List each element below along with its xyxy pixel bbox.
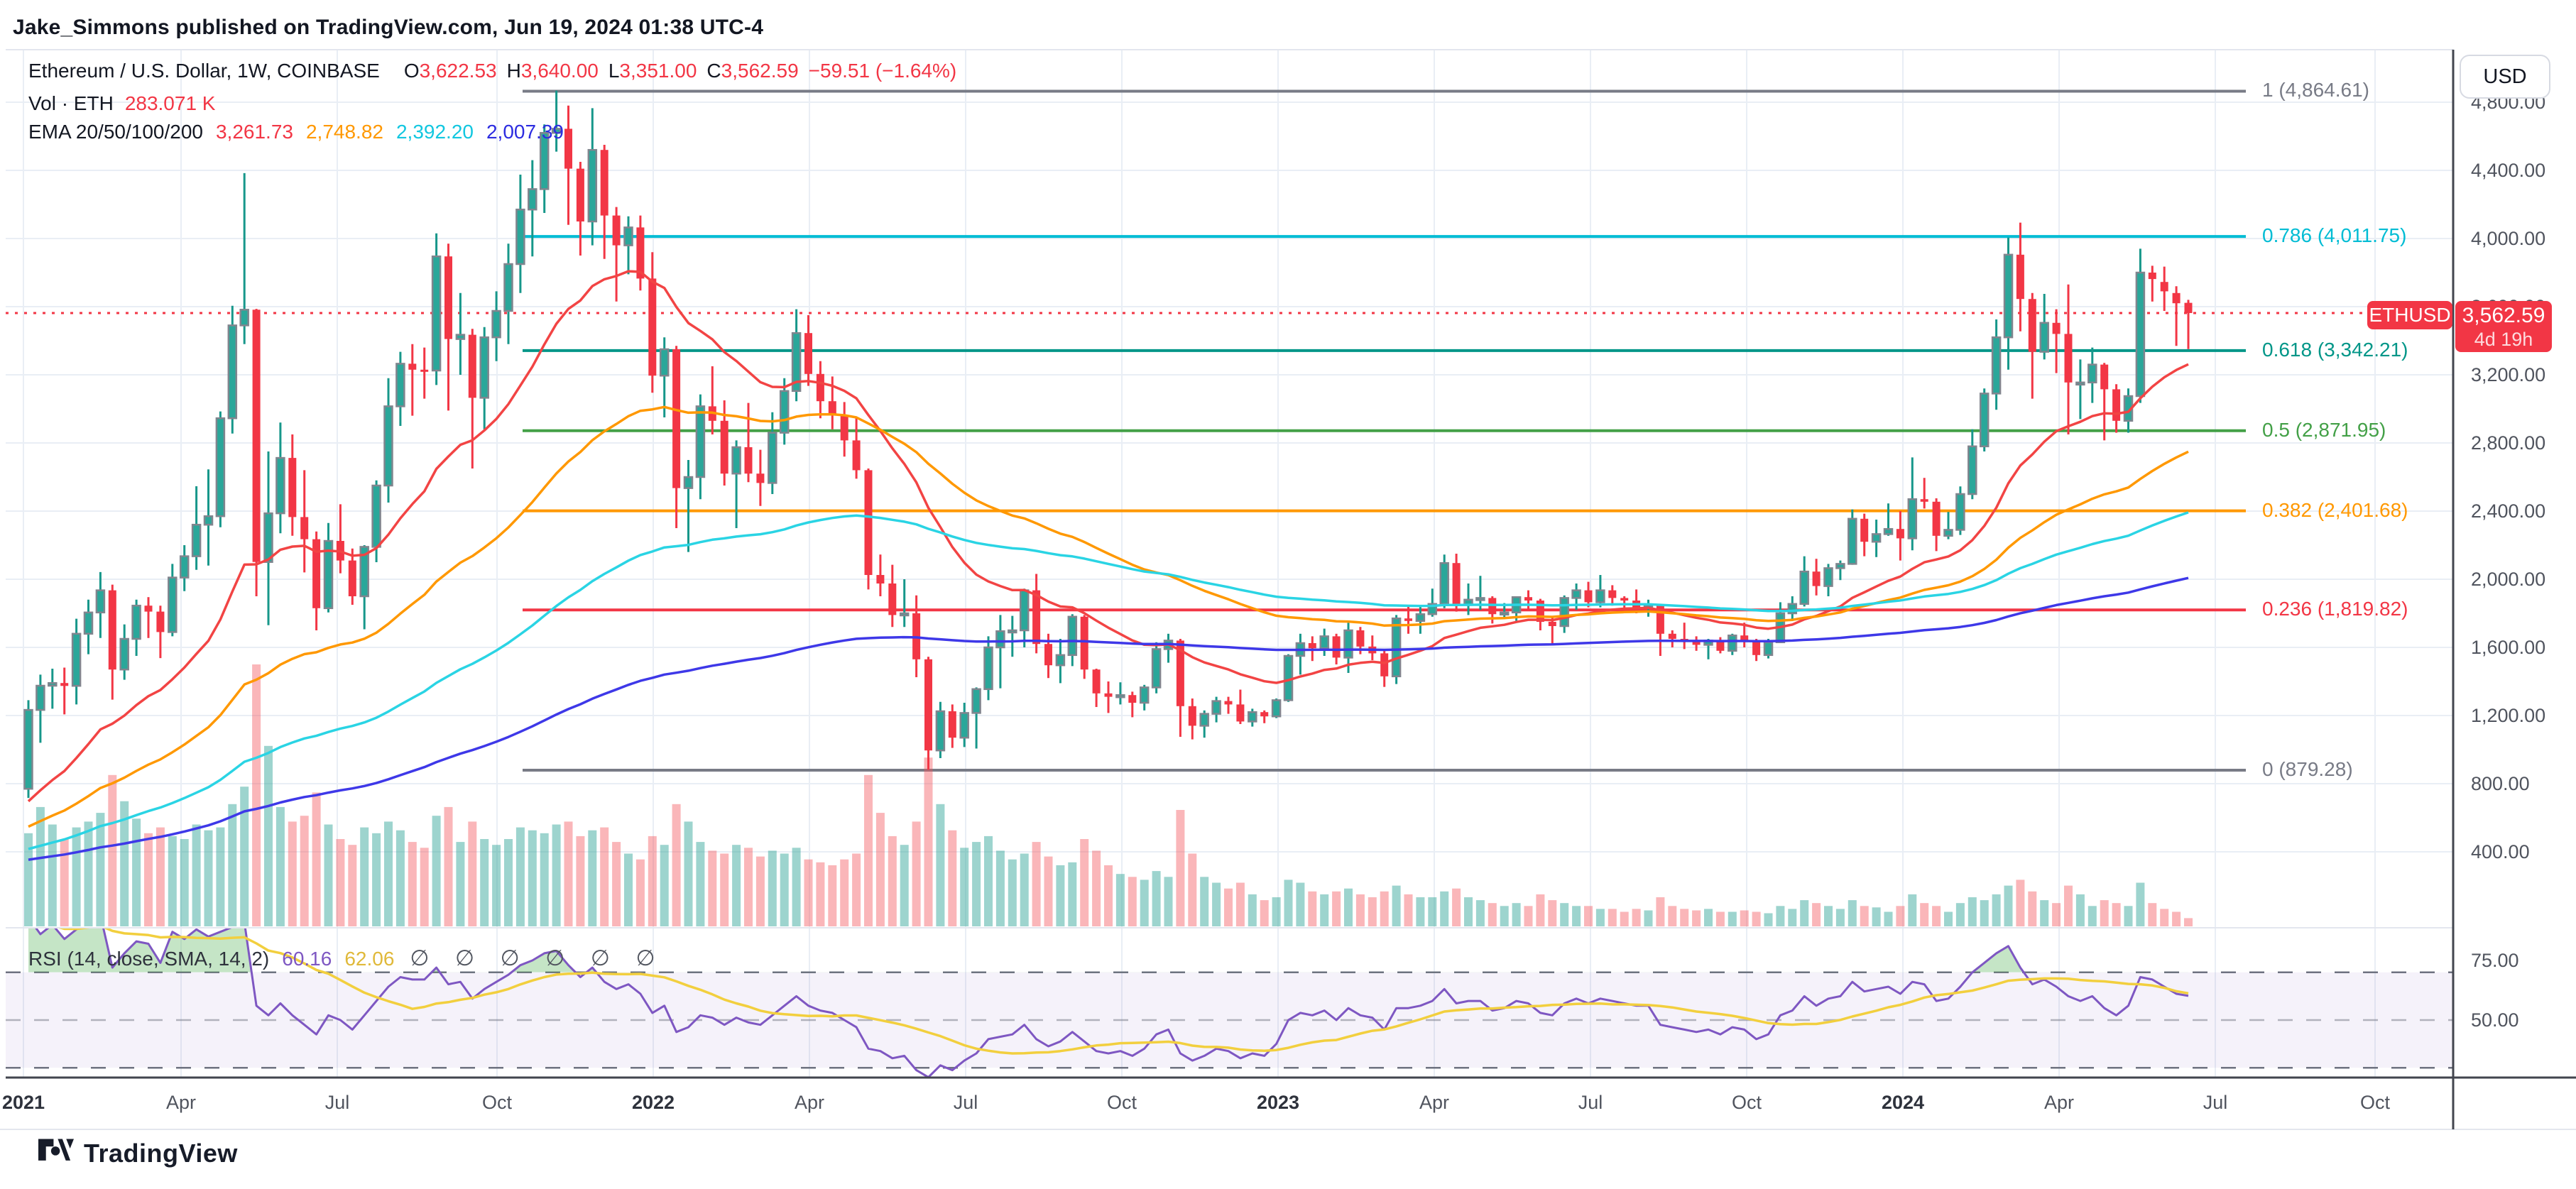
time-axis-tick: Apr: [794, 1092, 825, 1113]
price-axis-tick: 3,200.00: [2471, 364, 2546, 385]
price-axis-tick: 4,400.00: [2471, 160, 2546, 181]
time-axis-tick: Oct: [1731, 1092, 1762, 1113]
symbol-title: Ethereum / U.S. Dollar, 1W, COINBASE: [28, 60, 380, 82]
fib-level-label: 1 (4,864.61): [2262, 79, 2369, 101]
ohlc-low-value: 3,351.00: [619, 60, 697, 82]
rsi-axis-tick: 50.00: [2471, 1009, 2519, 1031]
time-axis-tick: Jul: [1578, 1092, 1603, 1113]
currency-toggle-button[interactable]: USD: [2460, 55, 2550, 99]
time-axis-tick: 2022: [631, 1092, 675, 1113]
rsi-empty-slots-icon: ∅ ∅ ∅ ∅ ∅ ∅: [410, 946, 665, 970]
change-value: −59.51 (−1.64%): [808, 60, 957, 82]
fib-level-label: 0.786 (4,011.75): [2262, 224, 2407, 246]
time-axis-tick: Apr: [1419, 1092, 1450, 1113]
publish-header: Jake_Simmons published on TradingView.co…: [13, 16, 764, 39]
rsi-sma-value: 62.06: [344, 948, 395, 970]
price-axis-tick: 800.00: [2471, 773, 2530, 794]
symbol-legend[interactable]: Ethereum / U.S. Dollar, 1W, COINBASE O 3,…: [28, 60, 956, 82]
time-axis-tick: 2023: [1256, 1092, 1300, 1113]
time-axis-tick: Jul: [324, 1092, 350, 1113]
time-axis-tick: Apr: [165, 1092, 197, 1113]
time-axis-tick: Jul: [953, 1092, 978, 1113]
volume-legend[interactable]: Vol · ETH 283.071 K: [28, 92, 215, 115]
tradingview-logo-icon: [38, 1139, 74, 1161]
ohlc-close-label: C: [706, 60, 721, 82]
time-axis-tick: Apr: [2043, 1092, 2075, 1113]
price-axis-tick: 400.00: [2471, 841, 2530, 862]
ohlc-open-label: O: [403, 60, 420, 82]
rsi-axis-tick: 75.00: [2471, 950, 2519, 971]
ema100-value: 2,392.20: [395, 121, 474, 143]
price-axis-tick: 4,000.00: [2471, 228, 2546, 249]
fib-level-label: 0.382 (2,401.68): [2262, 499, 2408, 521]
ema200-value: 2,007.39: [486, 121, 564, 143]
time-axis-tick: 2024: [1881, 1092, 1925, 1113]
time-axis-tick: 2021: [1, 1092, 45, 1113]
price-axis-tick: 1,200.00: [2471, 705, 2546, 726]
ohlc-close-value: 3,562.59: [721, 60, 799, 82]
badge-price: 3,562.59: [2462, 304, 2545, 327]
price-axis-tick: 2,000.00: [2471, 569, 2546, 590]
ema20-value: 3,261.73: [215, 121, 293, 143]
time-axis-tick: Oct: [2359, 1092, 2391, 1113]
tradingview-brand[interactable]: TradingView: [38, 1139, 238, 1168]
fib-level-label: 0.618 (3,342.21): [2262, 339, 2408, 361]
rsi-label: RSI (14, close, SMA, 14, 2): [28, 948, 270, 970]
rsi-legend[interactable]: RSI (14, close, SMA, 14, 2) 60.16 62.06 …: [28, 946, 665, 971]
rsi-value: 60.16: [282, 948, 332, 970]
badge-countdown: 4d 19h: [2474, 329, 2533, 350]
volume-value: 283.071 K: [124, 92, 216, 114]
fib-level-label: 0.236 (1,819.82): [2262, 598, 2408, 620]
price-axis-tick: 1,600.00: [2471, 637, 2546, 658]
volume-label: Vol · ETH: [28, 92, 114, 114]
fib-level-label: 0.5 (2,871.95): [2262, 419, 2386, 441]
ohlc-open-value: 3,622.53: [419, 60, 497, 82]
price-axis-tick: 2,800.00: [2471, 432, 2546, 454]
badge-price-box: 3,562.59 4d 19h: [2455, 301, 2552, 352]
ema-label: EMA 20/50/100/200: [28, 121, 203, 143]
badge-symbol: ETHUSD: [2367, 301, 2452, 329]
brand-name: TradingView: [84, 1139, 238, 1168]
ema50-value: 2,748.82: [305, 121, 383, 143]
time-axis-tick: Oct: [1106, 1092, 1137, 1113]
fib-level-label: 0 (879.28): [2262, 758, 2353, 780]
ohlc-low-label: L: [608, 60, 620, 82]
ohlc-high-value: 3,640.00: [520, 60, 599, 82]
price-axis-tick: 2,400.00: [2471, 500, 2546, 522]
ohlc-high-label: H: [506, 60, 521, 82]
time-axis-tick: Oct: [481, 1092, 513, 1113]
time-axis-tick: Jul: [2203, 1092, 2228, 1113]
ema-legend[interactable]: EMA 20/50/100/200 3,261.73 2,748.82 2,39…: [28, 121, 564, 143]
